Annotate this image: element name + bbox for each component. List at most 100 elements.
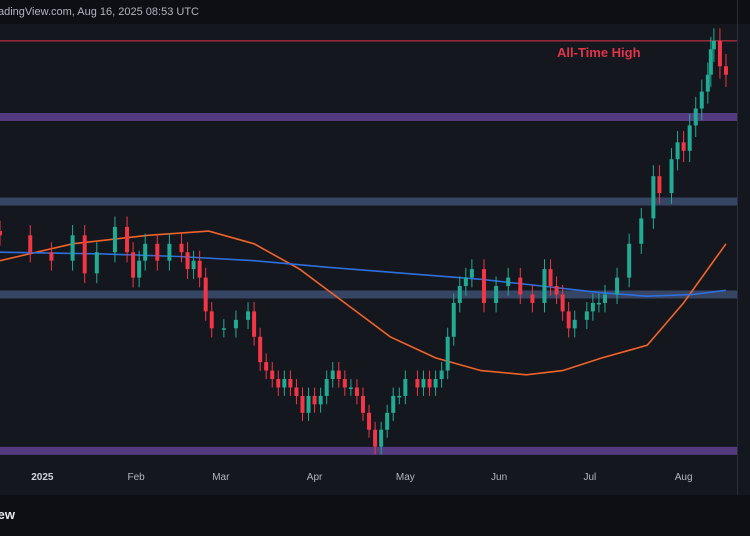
candle-body <box>445 336 450 371</box>
candle <box>651 165 656 229</box>
candle-body <box>421 379 426 388</box>
candle-body <box>167 243 172 261</box>
candle-body <box>403 379 408 396</box>
candle-body <box>49 252 54 261</box>
candle <box>693 96 698 137</box>
candle <box>445 327 450 380</box>
candle <box>221 319 226 338</box>
candle <box>590 293 595 321</box>
candle <box>288 370 293 396</box>
candle-body <box>233 319 238 329</box>
candle <box>179 233 184 263</box>
candle <box>615 267 620 305</box>
candle <box>143 233 148 271</box>
candle-body <box>179 243 184 253</box>
candle-body <box>112 226 117 253</box>
candle <box>203 267 208 321</box>
candle <box>306 387 311 421</box>
candle-body <box>596 302 601 305</box>
candle-body <box>639 218 644 244</box>
candle-body <box>197 260 202 278</box>
candle-body <box>258 336 263 363</box>
candle <box>554 276 559 305</box>
candle <box>276 370 281 396</box>
candle <box>82 225 87 284</box>
candle-body <box>705 74 710 92</box>
x-tick-label: Jul <box>583 472 596 483</box>
candle <box>167 233 172 271</box>
candle-body <box>143 243 148 261</box>
candle-body <box>518 277 523 295</box>
candle <box>415 370 420 396</box>
candle <box>318 387 323 413</box>
candle-body <box>0 231 2 236</box>
candle-body <box>427 379 432 388</box>
candle-body <box>300 395 305 413</box>
candle <box>185 242 190 279</box>
candle-body <box>354 387 359 396</box>
candle-body <box>246 311 251 320</box>
candle-body <box>693 108 698 126</box>
candle-body <box>554 286 559 295</box>
candle-body <box>481 269 486 303</box>
candle <box>70 225 75 271</box>
candle <box>312 387 317 413</box>
price-axis-divider <box>737 0 738 495</box>
candle <box>469 259 474 288</box>
x-tick-label: Feb <box>128 472 146 483</box>
chart-canvas[interactable]: All-Time High 2025 Feb Mar Apr May Jun Jul Aug <box>0 24 750 495</box>
candle <box>342 370 347 396</box>
candle-body <box>125 226 130 253</box>
candle-body <box>627 243 632 278</box>
candle <box>657 165 662 204</box>
x-tick-label: May <box>396 472 415 483</box>
candle-body <box>312 395 317 405</box>
candle <box>705 62 710 104</box>
candle <box>94 242 99 284</box>
candle-body <box>717 40 722 67</box>
candle-body <box>94 252 99 274</box>
candle <box>282 370 287 396</box>
candle-body <box>221 328 226 330</box>
candle <box>330 361 335 388</box>
candle-body <box>131 252 136 278</box>
candle <box>270 361 275 388</box>
candle <box>373 421 378 455</box>
candle <box>494 276 499 313</box>
candle-body <box>469 269 474 278</box>
candle <box>548 259 553 296</box>
moving-average-fast-line <box>0 230 727 376</box>
candle <box>711 28 716 62</box>
candle-body <box>203 277 208 312</box>
candle <box>354 379 359 405</box>
level-band-resistance-purple <box>0 112 737 121</box>
candle <box>717 28 722 79</box>
candle <box>125 216 130 263</box>
candle <box>530 284 535 313</box>
candle <box>427 370 432 396</box>
candle-body <box>276 379 281 388</box>
candle-body <box>82 235 87 274</box>
x-tick-label: Apr <box>307 472 323 483</box>
candle <box>675 130 680 171</box>
candle <box>681 130 686 163</box>
candle <box>669 148 674 204</box>
candle <box>560 284 565 321</box>
candle <box>336 361 341 388</box>
candle-body <box>252 311 257 337</box>
candle-body <box>669 159 674 194</box>
candle-body <box>615 277 620 295</box>
candle-body <box>584 311 589 320</box>
candle <box>264 353 269 380</box>
candle <box>367 404 372 438</box>
candle <box>687 113 692 163</box>
candle <box>379 421 384 455</box>
candle <box>112 216 117 263</box>
candle-body <box>657 176 662 194</box>
candle <box>197 250 202 288</box>
candle-body <box>494 286 499 303</box>
candle-body <box>687 125 692 151</box>
candle-body <box>70 235 75 261</box>
candle <box>0 220 2 246</box>
candle-body <box>708 49 713 75</box>
